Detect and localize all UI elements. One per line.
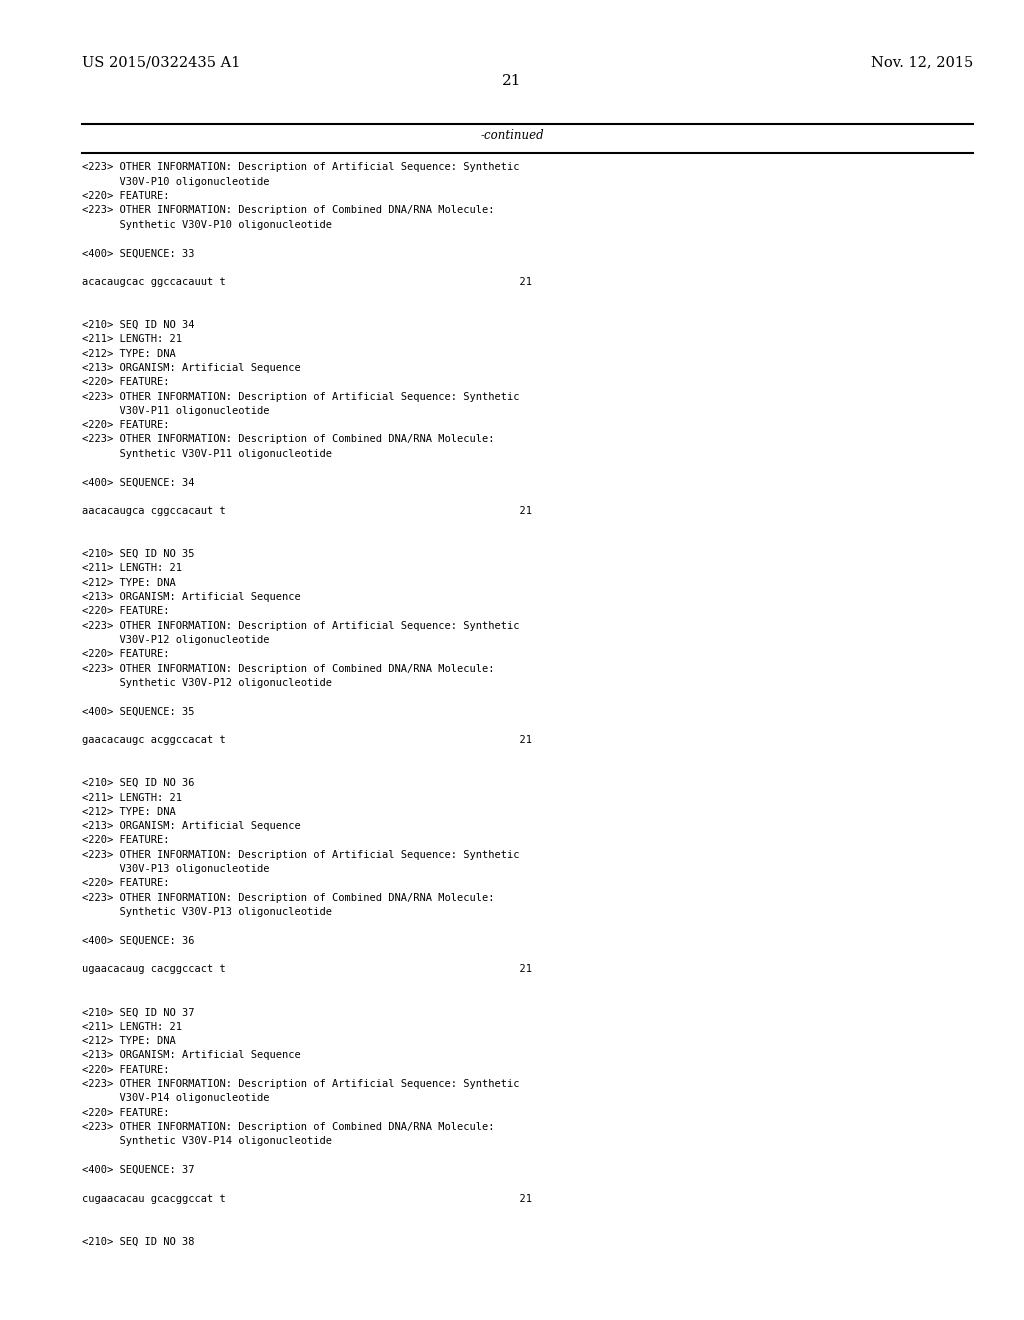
Text: <400> SEQUENCE: 37: <400> SEQUENCE: 37: [82, 1166, 195, 1175]
Text: <220> FEATURE:: <220> FEATURE:: [82, 191, 169, 201]
Text: <223> OTHER INFORMATION: Description of Combined DNA/RNA Molecule:: <223> OTHER INFORMATION: Description of …: [82, 1122, 495, 1133]
Text: Synthetic V30V-P13 oligonucleotide: Synthetic V30V-P13 oligonucleotide: [82, 907, 332, 917]
Text: <400> SEQUENCE: 36: <400> SEQUENCE: 36: [82, 936, 195, 945]
Text: <220> FEATURE:: <220> FEATURE:: [82, 836, 169, 846]
Text: Synthetic V30V-P14 oligonucleotide: Synthetic V30V-P14 oligonucleotide: [82, 1137, 332, 1146]
Text: US 2015/0322435 A1: US 2015/0322435 A1: [82, 55, 241, 70]
Text: <212> TYPE: DNA: <212> TYPE: DNA: [82, 348, 176, 359]
Text: aacacaugca cggccacaut t                                               21: aacacaugca cggccacaut t 21: [82, 506, 531, 516]
Text: <210> SEQ ID NO 35: <210> SEQ ID NO 35: [82, 549, 195, 560]
Text: <220> FEATURE:: <220> FEATURE:: [82, 420, 169, 430]
Text: <213> ORGANISM: Artificial Sequence: <213> ORGANISM: Artificial Sequence: [82, 1051, 301, 1060]
Text: acacaugcac ggccacauut t                                               21: acacaugcac ggccacauut t 21: [82, 277, 531, 286]
Text: <212> TYPE: DNA: <212> TYPE: DNA: [82, 1036, 176, 1045]
Text: Synthetic V30V-P12 oligonucleotide: Synthetic V30V-P12 oligonucleotide: [82, 678, 332, 688]
Text: <223> OTHER INFORMATION: Description of Artificial Sequence: Synthetic: <223> OTHER INFORMATION: Description of …: [82, 162, 519, 173]
Text: <220> FEATURE:: <220> FEATURE:: [82, 1107, 169, 1118]
Text: V30V-P11 oligonucleotide: V30V-P11 oligonucleotide: [82, 405, 269, 416]
Text: <220> FEATURE:: <220> FEATURE:: [82, 649, 169, 659]
Text: Nov. 12, 2015: Nov. 12, 2015: [870, 55, 973, 70]
Text: <220> FEATURE:: <220> FEATURE:: [82, 378, 169, 387]
Text: <220> FEATURE:: <220> FEATURE:: [82, 879, 169, 888]
Text: <223> OTHER INFORMATION: Description of Combined DNA/RNA Molecule:: <223> OTHER INFORMATION: Description of …: [82, 664, 495, 673]
Text: <212> TYPE: DNA: <212> TYPE: DNA: [82, 578, 176, 587]
Text: <210> SEQ ID NO 38: <210> SEQ ID NO 38: [82, 1237, 195, 1246]
Text: <212> TYPE: DNA: <212> TYPE: DNA: [82, 807, 176, 817]
Text: <220> FEATURE:: <220> FEATURE:: [82, 1065, 169, 1074]
Text: 21: 21: [502, 74, 522, 88]
Text: <213> ORGANISM: Artificial Sequence: <213> ORGANISM: Artificial Sequence: [82, 821, 301, 832]
Text: cugaacacau gcacggccat t                                               21: cugaacacau gcacggccat t 21: [82, 1193, 531, 1204]
Text: Synthetic V30V-P10 oligonucleotide: Synthetic V30V-P10 oligonucleotide: [82, 219, 332, 230]
Text: V30V-P10 oligonucleotide: V30V-P10 oligonucleotide: [82, 177, 269, 186]
Text: <211> LENGTH: 21: <211> LENGTH: 21: [82, 334, 182, 345]
Text: <223> OTHER INFORMATION: Description of Combined DNA/RNA Molecule:: <223> OTHER INFORMATION: Description of …: [82, 434, 495, 445]
Text: Synthetic V30V-P11 oligonucleotide: Synthetic V30V-P11 oligonucleotide: [82, 449, 332, 459]
Text: <210> SEQ ID NO 37: <210> SEQ ID NO 37: [82, 1007, 195, 1018]
Text: <223> OTHER INFORMATION: Description of Artificial Sequence: Synthetic: <223> OTHER INFORMATION: Description of …: [82, 620, 519, 631]
Text: <223> OTHER INFORMATION: Description of Artificial Sequence: Synthetic: <223> OTHER INFORMATION: Description of …: [82, 1078, 519, 1089]
Text: <213> ORGANISM: Artificial Sequence: <213> ORGANISM: Artificial Sequence: [82, 363, 301, 372]
Text: V30V-P12 oligonucleotide: V30V-P12 oligonucleotide: [82, 635, 269, 645]
Text: <211> LENGTH: 21: <211> LENGTH: 21: [82, 792, 182, 803]
Text: V30V-P14 oligonucleotide: V30V-P14 oligonucleotide: [82, 1093, 269, 1104]
Text: <400> SEQUENCE: 35: <400> SEQUENCE: 35: [82, 706, 195, 717]
Text: <223> OTHER INFORMATION: Description of Combined DNA/RNA Molecule:: <223> OTHER INFORMATION: Description of …: [82, 892, 495, 903]
Text: <211> LENGTH: 21: <211> LENGTH: 21: [82, 564, 182, 573]
Text: V30V-P13 oligonucleotide: V30V-P13 oligonucleotide: [82, 865, 269, 874]
Text: <211> LENGTH: 21: <211> LENGTH: 21: [82, 1022, 182, 1032]
Text: <223> OTHER INFORMATION: Description of Combined DNA/RNA Molecule:: <223> OTHER INFORMATION: Description of …: [82, 206, 495, 215]
Text: <220> FEATURE:: <220> FEATURE:: [82, 606, 169, 616]
Text: <210> SEQ ID NO 36: <210> SEQ ID NO 36: [82, 779, 195, 788]
Text: <223> OTHER INFORMATION: Description of Artificial Sequence: Synthetic: <223> OTHER INFORMATION: Description of …: [82, 392, 519, 401]
Text: <400> SEQUENCE: 34: <400> SEQUENCE: 34: [82, 478, 195, 487]
Text: <210> SEQ ID NO 34: <210> SEQ ID NO 34: [82, 319, 195, 330]
Text: <400> SEQUENCE: 33: <400> SEQUENCE: 33: [82, 248, 195, 259]
Text: <223> OTHER INFORMATION: Description of Artificial Sequence: Synthetic: <223> OTHER INFORMATION: Description of …: [82, 850, 519, 859]
Text: <213> ORGANISM: Artificial Sequence: <213> ORGANISM: Artificial Sequence: [82, 591, 301, 602]
Text: gaacacaugc acggccacat t                                               21: gaacacaugc acggccacat t 21: [82, 735, 531, 746]
Text: ugaacacaug cacggccact t                                               21: ugaacacaug cacggccact t 21: [82, 965, 531, 974]
Text: -continued: -continued: [480, 129, 544, 143]
